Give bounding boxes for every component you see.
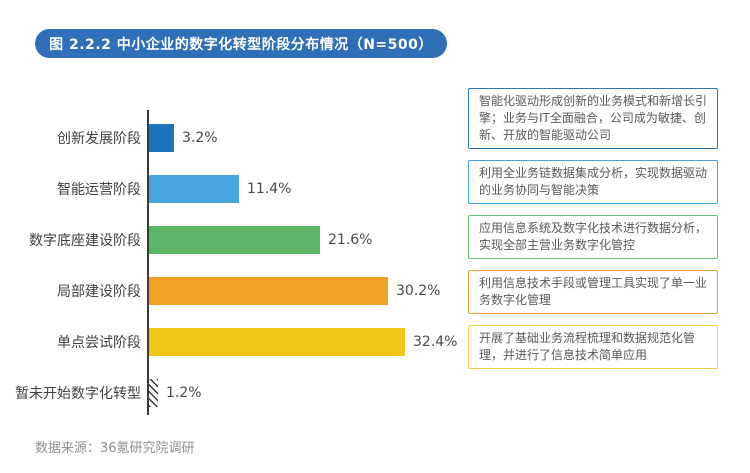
value-label: 11.4% — [247, 181, 292, 197]
bar — [149, 277, 388, 305]
annotation-text: 应用信息系统及数字化技术进行数据分析，实现全部主营业务数字化管控 — [479, 221, 708, 252]
annotation-box: 智能化驱动形成创新的业务模式和新增长引擎；业务与IT全面融合，公司成为敏捷、创新… — [468, 88, 718, 149]
bar-row: 智能运营阶段 11.4% — [0, 175, 460, 203]
category-label: 数字底座建设阶段 — [29, 233, 141, 249]
bar-row: 局部建设阶段 30.2% — [0, 277, 460, 305]
value-label: 21.6% — [328, 232, 373, 248]
annotation-box: 利用全业务链数据集成分析，实现数据驱动的业务协同与智能决策 — [468, 160, 718, 204]
category-label: 创新发展阶段 — [57, 131, 141, 147]
chart-title: 图 2.2.2 中小企业的数字化转型阶段分布情况（N=500） — [49, 36, 433, 53]
bar — [149, 379, 158, 407]
annotation-text: 利用信息技术手段或管理工具实现了单一业务数字化管理 — [479, 276, 708, 307]
annotation-boxes: 智能化驱动形成创新的业务模式和新增长引擎；业务与IT全面融合，公司成为敏捷、创新… — [468, 88, 718, 369]
annotation-box: 开展了基础业务流程梳理和数据规范化管理，并进行了信息技术简单应用 — [468, 325, 718, 369]
data-source-label: 数据来源：36氪研究院调研 — [35, 441, 195, 456]
bar-row: 单点尝试阶段 32.4% — [0, 328, 460, 356]
bar-row: 暂未开始数字化转型 1.2% — [0, 379, 460, 407]
category-label: 局部建设阶段 — [57, 284, 141, 300]
value-label: 32.4% — [413, 334, 458, 350]
bar-chart: 创新发展阶段 3.2% 智能运营阶段 11.4% 数字底座建设阶段 21.6% 局部建设阶段… — [0, 124, 460, 430]
bar — [149, 328, 405, 356]
value-label: 30.2% — [396, 283, 441, 299]
bar-row: 创新发展阶段 3.2% — [0, 124, 460, 152]
annotation-text: 利用全业务链数据集成分析，实现数据驱动的业务协同与智能决策 — [479, 166, 708, 197]
annotation-box: 利用信息技术手段或管理工具实现了单一业务数字化管理 — [468, 270, 718, 314]
y-axis-line — [147, 110, 149, 415]
bar — [149, 226, 320, 254]
bar-row: 数字底座建设阶段 21.6% — [0, 226, 460, 254]
annotation-text: 开展了基础业务流程梳理和数据规范化管理，并进行了信息技术简单应用 — [479, 331, 696, 362]
bar — [149, 175, 239, 203]
bar — [149, 124, 174, 152]
annotation-box: 应用信息系统及数字化技术进行数据分析，实现全部主营业务数字化管控 — [468, 215, 718, 259]
category-label: 单点尝试阶段 — [57, 335, 141, 351]
value-label: 1.2% — [166, 385, 202, 401]
chart-title-badge: 图 2.2.2 中小企业的数字化转型阶段分布情况（N=500） — [35, 29, 447, 58]
category-label: 智能运营阶段 — [57, 182, 141, 198]
annotation-text: 智能化驱动形成创新的业务模式和新增长引擎；业务与IT全面融合，公司成为敏捷、创新… — [479, 94, 708, 142]
value-label: 3.2% — [182, 130, 218, 146]
category-label: 暂未开始数字化转型 — [15, 386, 141, 402]
